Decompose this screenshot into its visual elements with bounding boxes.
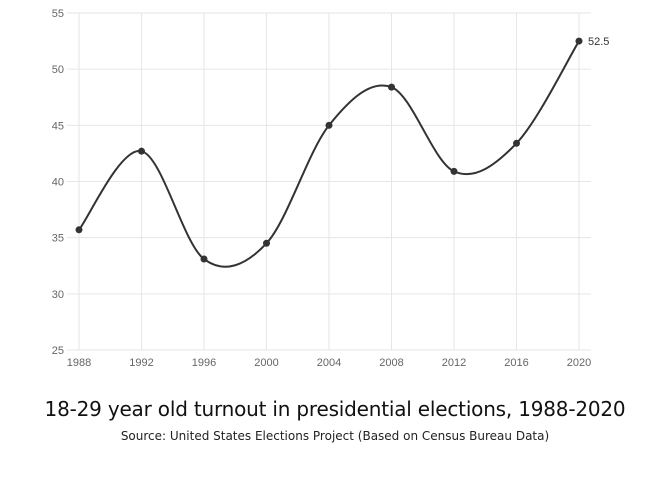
data-point bbox=[450, 167, 458, 175]
data-point bbox=[513, 139, 520, 147]
data-point bbox=[388, 83, 395, 91]
chart-source: Source: United States Elections Project … bbox=[120, 429, 550, 443]
data-point bbox=[575, 37, 583, 45]
data-point bbox=[325, 121, 333, 129]
data-point bbox=[138, 147, 145, 155]
x-tick-label: 2020 bbox=[567, 357, 591, 369]
x-tick-label: 2016 bbox=[504, 357, 528, 369]
y-tick-label: 50 bbox=[52, 64, 64, 76]
data-labels: 52.5 bbox=[588, 36, 609, 48]
x-tick-label: 2004 bbox=[317, 357, 341, 369]
x-axis-ticks: 1988 1992 1996 2000 2004 2008 2012 2016 2020 bbox=[67, 357, 591, 369]
chart-grid bbox=[67, 12, 591, 351]
series-line bbox=[78, 40, 580, 268]
data-point bbox=[200, 255, 208, 263]
y-axis-ticks: 25 30 35 40 45 50 55 bbox=[52, 8, 64, 357]
y-tick-label: 35 bbox=[52, 233, 64, 245]
x-tick-label: 1992 bbox=[129, 357, 153, 369]
data-point bbox=[75, 226, 83, 234]
x-tick-label: 2008 bbox=[379, 357, 403, 369]
x-tick-label: 1988 bbox=[67, 357, 91, 369]
x-tick-label: 2000 bbox=[254, 357, 278, 369]
data-points bbox=[75, 37, 583, 263]
y-tick-label: 25 bbox=[52, 345, 64, 357]
y-tick-label: 40 bbox=[52, 177, 64, 189]
chart-title: 18-29 year old turnout in presidential e… bbox=[44, 397, 626, 421]
x-tick-label: 2012 bbox=[442, 357, 466, 369]
x-tick-label: 1996 bbox=[192, 357, 216, 369]
data-point bbox=[263, 239, 270, 247]
y-tick-label: 55 bbox=[52, 8, 64, 20]
data-label: 52.5 bbox=[588, 36, 609, 48]
y-tick-label: 45 bbox=[52, 120, 64, 132]
line-chart: 25 30 35 40 45 50 55 1988 1992 1996 2000 2004 2008 2… bbox=[52, 8, 610, 369]
y-tick-label: 30 bbox=[52, 289, 64, 301]
